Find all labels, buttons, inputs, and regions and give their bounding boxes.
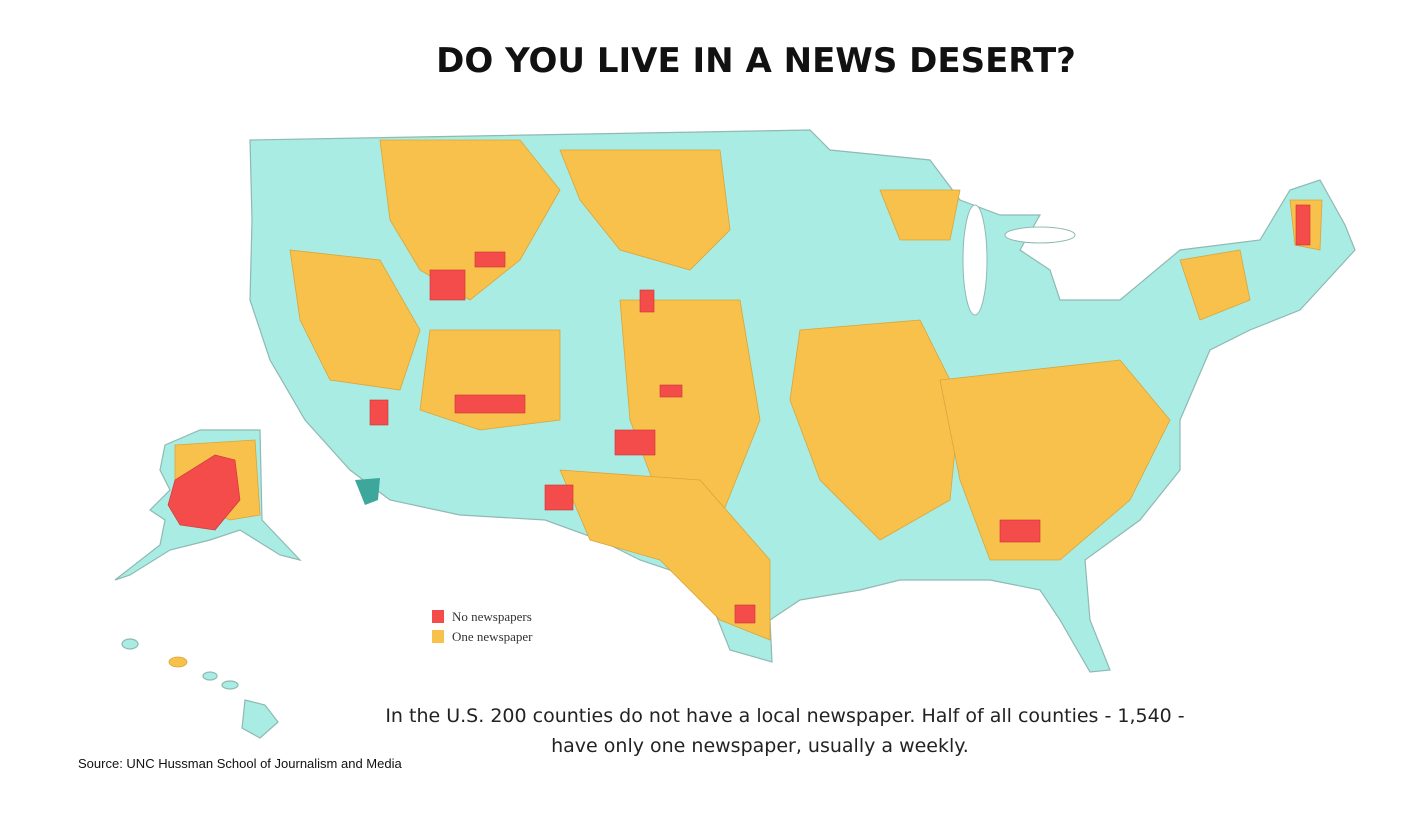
region (559, 149, 731, 271)
region (1179, 249, 1251, 321)
region (289, 249, 421, 391)
source: Source: UNC Hussman School of Journalism… (78, 756, 402, 771)
legend-label: One newspaper (452, 629, 533, 644)
hawaii (168, 656, 188, 668)
caption-line: have only one newspaper, usually a weekl… (551, 735, 969, 757)
hawaii (202, 671, 218, 681)
region (789, 319, 961, 541)
region (474, 251, 506, 268)
legend-label: No newspapers (452, 609, 532, 624)
region (734, 604, 756, 624)
region (879, 189, 961, 241)
region (167, 454, 241, 531)
map (114, 129, 1356, 739)
region (544, 484, 574, 511)
hawaii (241, 699, 279, 739)
region (419, 329, 561, 431)
region (379, 139, 561, 301)
legend-swatch (432, 610, 444, 623)
region (999, 519, 1041, 543)
title: DO YOU LIVE IN A NEWS DESERT? (436, 41, 1076, 81)
region (559, 469, 771, 641)
region (639, 289, 655, 313)
region (939, 359, 1171, 561)
lake (1004, 226, 1076, 244)
region (369, 399, 389, 426)
region (454, 394, 526, 414)
legend: No newspapers One newspaper (432, 609, 533, 644)
region (1295, 204, 1311, 246)
lake (962, 204, 988, 316)
caption-line: In the U.S. 200 counties do not have a l… (385, 705, 1184, 727)
hawaii (121, 638, 139, 650)
region (429, 269, 466, 301)
legend-swatch (432, 630, 444, 643)
region (355, 478, 380, 505)
region (659, 384, 683, 398)
hawaii (221, 680, 239, 690)
region (614, 429, 656, 456)
